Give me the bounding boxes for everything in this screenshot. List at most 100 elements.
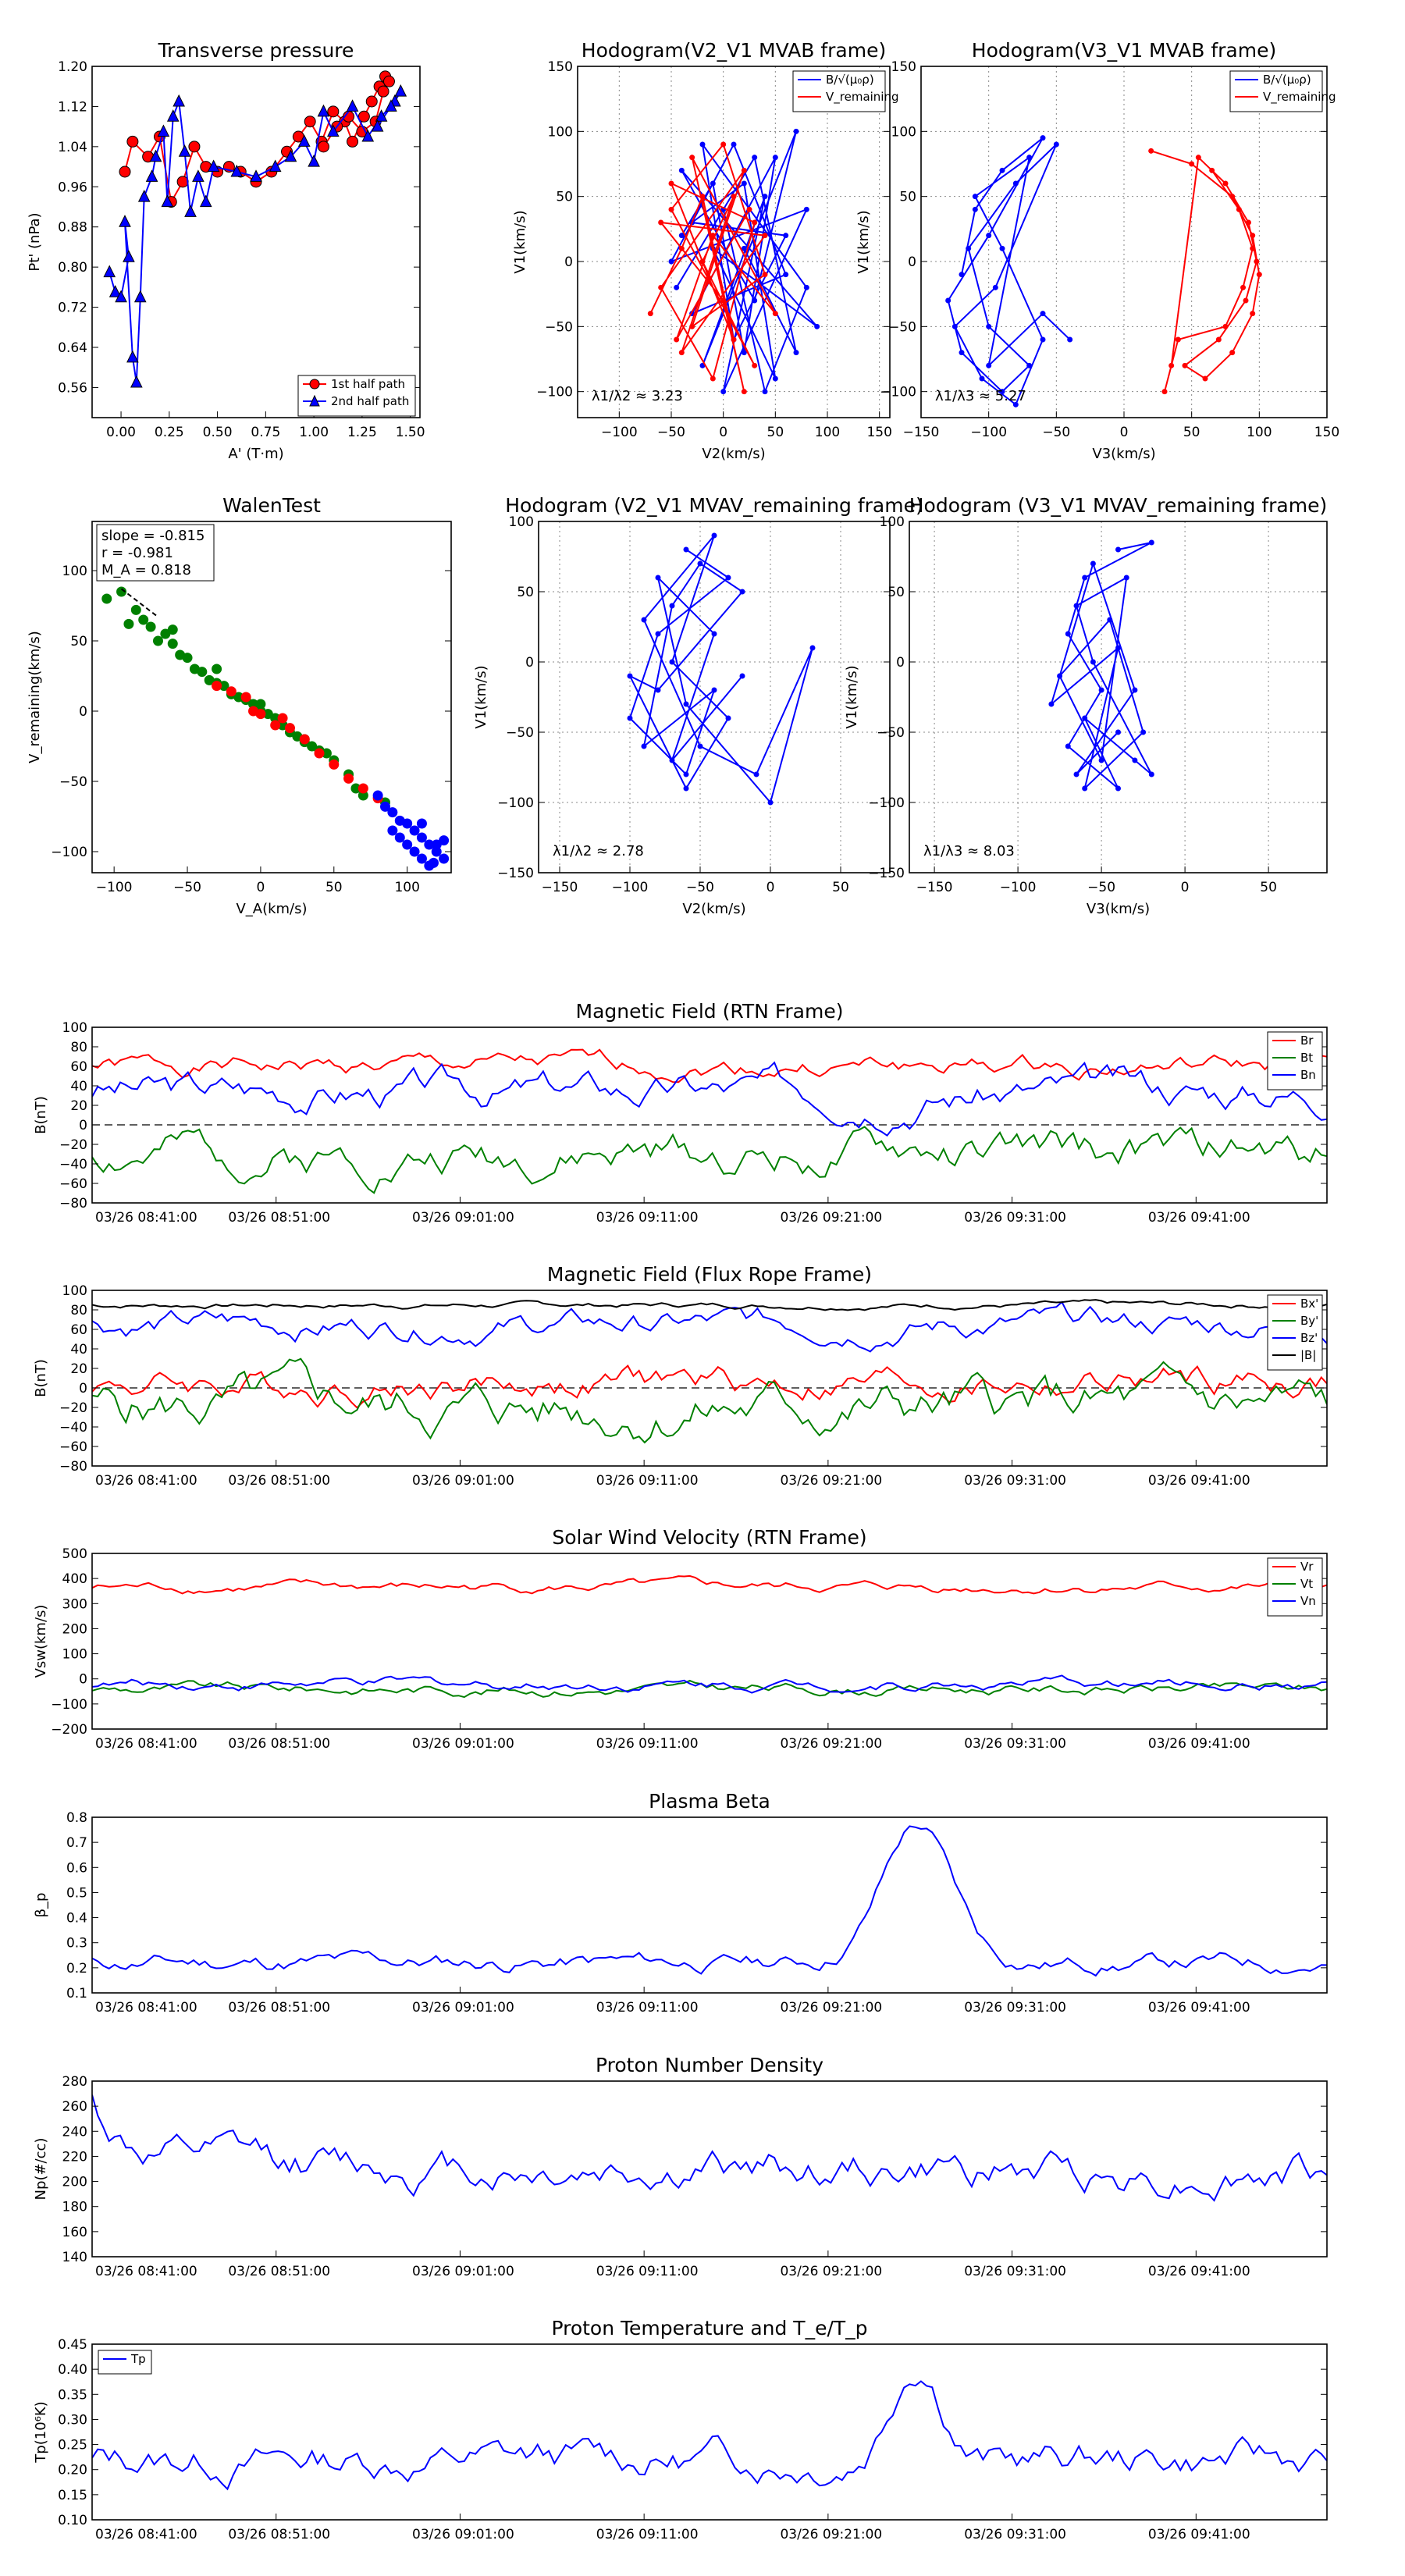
chart-h4: Hodogram (V3_V1 MVAV_remaining frame) −15… — [844, 494, 1328, 917]
y-tick-label: 20 — [70, 1361, 87, 1377]
x-tick-label: 03/26 09:21:00 — [780, 2264, 882, 2279]
y-tick-label: 300 — [62, 1596, 87, 1612]
data-point — [299, 734, 310, 745]
data-point — [979, 375, 985, 382]
y-tick-label: 0 — [79, 1672, 87, 1688]
data-point — [678, 350, 685, 356]
chart-title: Plasma Beta — [649, 1790, 770, 1813]
data-point — [627, 715, 633, 721]
data-point — [1065, 631, 1071, 637]
data-point — [161, 194, 174, 208]
data-point — [1012, 401, 1019, 407]
x-tick-label: 0 — [1120, 425, 1129, 440]
y-tick-label: 0 — [79, 1118, 87, 1133]
data-point — [669, 603, 675, 609]
data-point — [167, 639, 178, 649]
data-point — [317, 104, 330, 117]
legend-label: Bz' — [1300, 1331, 1318, 1345]
data-point — [394, 84, 407, 97]
y-tick-label: 0.10 — [58, 2513, 87, 2528]
legend-box — [1267, 1557, 1323, 1617]
legend-label: B/√(μ₀ρ) — [1263, 73, 1311, 87]
x-tick-label: 03/26 09:01:00 — [412, 2527, 514, 2542]
chart-tp: Transverse pressure 0.56 0.64 0.72 0.80 0.88 0… — [27, 39, 425, 462]
y-tick-label: −40 — [59, 1157, 87, 1172]
axes-frame — [91, 1026, 1328, 1204]
x-tick-label: −50 — [173, 880, 201, 895]
x-tick-label: 100 — [394, 880, 419, 895]
legend-label: Vt — [1300, 1577, 1313, 1591]
plot-area — [647, 128, 820, 395]
data-point — [1202, 375, 1208, 382]
data-point — [119, 215, 131, 227]
legend-label: B/√(μ₀ρ) — [826, 73, 874, 87]
x-tick-label: −50 — [686, 880, 714, 895]
chart-title: Proton Temperature and T_e/T_p — [551, 2317, 867, 2339]
data-point — [986, 362, 992, 368]
y-tick-label: 80 — [70, 1040, 87, 1055]
x-tick-label: 03/26 09:41:00 — [1148, 2000, 1250, 2016]
y-tick-label: 50 — [517, 585, 534, 600]
data-point — [1250, 245, 1256, 251]
y-tick-label: 0.7 — [66, 1835, 87, 1851]
data-point — [752, 297, 758, 304]
y-tick-label: 260 — [62, 2099, 87, 2115]
legend: Bx' By' Bz' |B| — [1267, 1294, 1323, 1371]
plot-area — [92, 1825, 1327, 1977]
x-tick-label: 1.50 — [396, 425, 425, 440]
data-point — [192, 169, 205, 182]
y-tick-label: 0.25 — [58, 2438, 87, 2453]
data-point — [361, 129, 375, 142]
legend-label: 1st half path — [331, 377, 405, 391]
y-tick-label: 0.2 — [66, 1961, 87, 1976]
data-point — [674, 284, 680, 290]
data-point — [720, 389, 727, 395]
data-point — [1053, 141, 1059, 148]
y-tick-label: 50 — [556, 190, 573, 205]
legend-label: V_remaining — [826, 90, 899, 105]
y-tick-label: 0.5 — [66, 1885, 87, 1901]
data-point — [1098, 757, 1104, 763]
x-tick-label: 03/26 09:21:00 — [780, 1736, 882, 1752]
chart-title: Solar Wind Velocity (RTN Frame) — [552, 1526, 866, 1549]
data-point — [357, 110, 370, 123]
x-axis-label: V2(km/s) — [702, 446, 765, 462]
data-point — [382, 75, 395, 87]
x-axis-label: A' (T·m) — [228, 446, 283, 462]
x-tick-label: 03/26 09:41:00 — [1148, 2527, 1250, 2542]
y-tick-label: 0.56 — [58, 380, 87, 396]
y-tick-label: −150 — [868, 866, 905, 881]
y-tick-label: −20 — [59, 1400, 87, 1416]
legend: Vr Vt Vn — [1267, 1557, 1323, 1617]
y-axis-label: Np(#/cc) — [33, 2138, 49, 2201]
data-point — [959, 350, 965, 356]
y-tick-label: −100 — [51, 845, 87, 860]
y-tick-label: 0.8 — [66, 1810, 87, 1826]
data-point — [658, 284, 664, 290]
y-tick-label: 80 — [70, 1303, 87, 1318]
y-tick-label: 0.15 — [58, 2488, 87, 2503]
plot-area — [103, 70, 407, 388]
data-point — [1243, 297, 1249, 304]
x-tick-label: 50 — [1183, 425, 1200, 440]
data-point — [1040, 336, 1046, 343]
axes-frame — [577, 66, 891, 418]
y-axis-label: V1(km/s) — [473, 665, 489, 728]
data-point — [1222, 180, 1229, 187]
y-tick-label: −50 — [877, 725, 905, 741]
chart-title: Hodogram (V3_V1 MVAV_remaining frame) — [909, 494, 1328, 517]
y-tick-label: 100 — [62, 1647, 87, 1663]
data-point — [394, 832, 405, 843]
x-tick-label: 150 — [1314, 425, 1339, 440]
chart-title: Hodogram(V2_V1 MVAB frame) — [582, 39, 886, 62]
y-axis-label: Vsw(km/s) — [33, 1605, 49, 1678]
data-point — [226, 686, 237, 697]
data-point — [1040, 135, 1046, 141]
data-point — [1256, 272, 1262, 278]
x-tick-label: 0 — [257, 880, 265, 895]
x-tick-label: −150 — [916, 880, 953, 895]
data-point — [212, 664, 222, 674]
plot-area — [92, 1048, 1327, 1194]
data-point — [207, 159, 220, 173]
x-axis-label: V2(km/s) — [682, 901, 745, 917]
